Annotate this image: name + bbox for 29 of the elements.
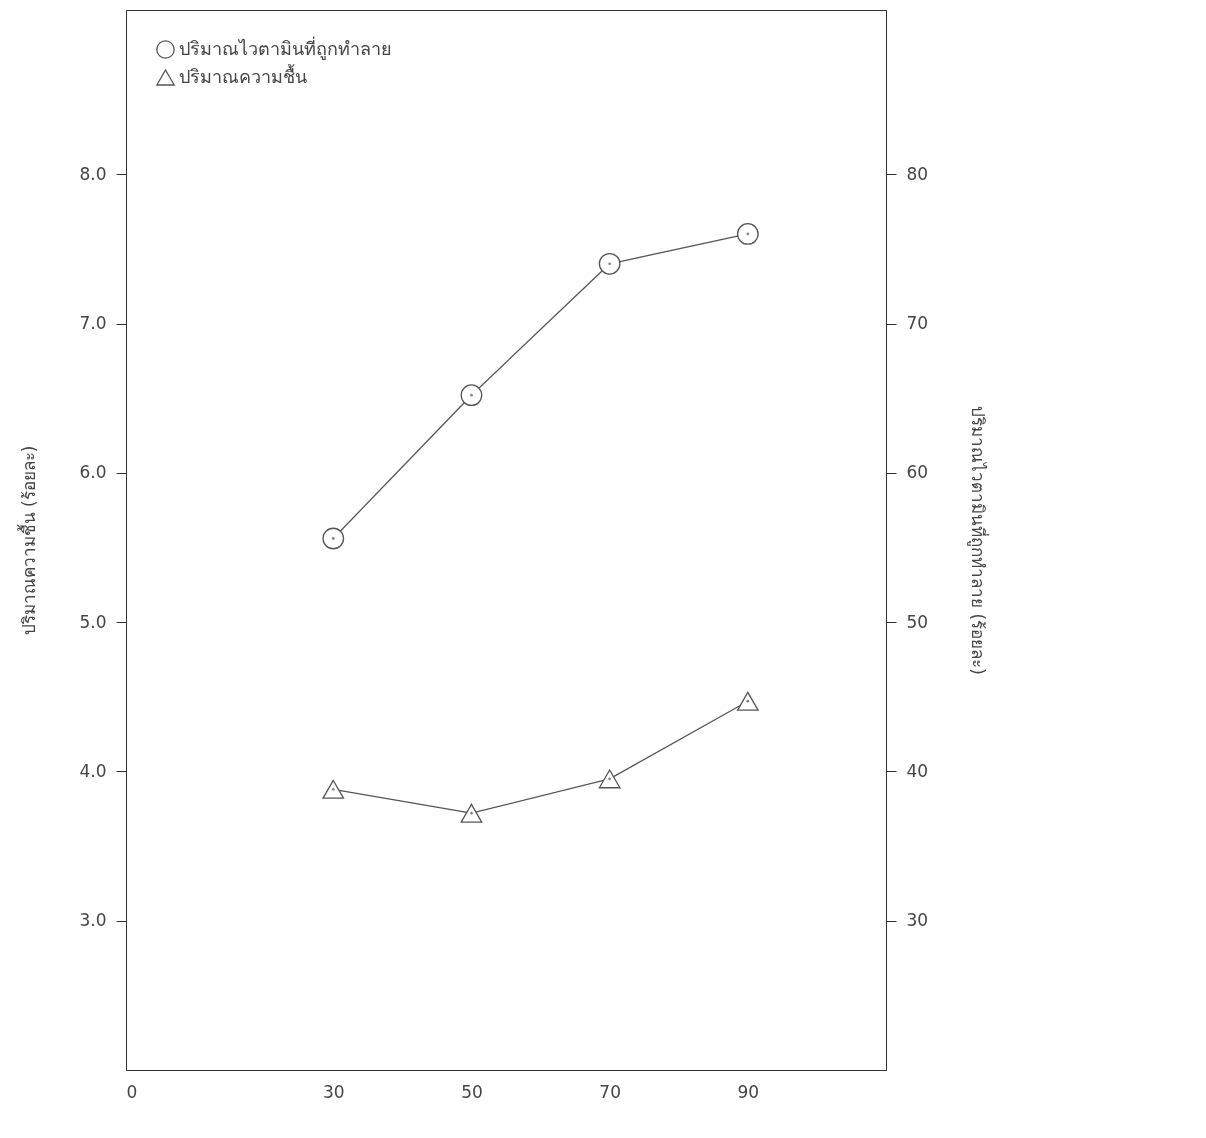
point: [460, 803, 483, 823]
y-tick-label: 3.0: [79, 910, 107, 931]
legend-label: ปริมาณความชื้น: [179, 63, 307, 87]
legend-label: ปริมาณไวตามินที่ถูกทำลาย: [179, 35, 392, 60]
y2-tick-label: 50: [906, 611, 929, 632]
y-tick-label: 8.0: [79, 163, 107, 184]
y2-tick-label: 30: [906, 910, 929, 931]
y-tick-label: 5.0: [79, 611, 107, 632]
y2-tick-label: 70: [906, 313, 929, 334]
x-tick-label: 0: [126, 1081, 138, 1102]
y2-tick-label: 60: [906, 462, 929, 483]
x-tick-label: 50: [461, 1081, 483, 1102]
point: [736, 223, 759, 245]
point: [322, 527, 345, 550]
point: [598, 252, 621, 275]
y2-tick-label: 40: [906, 760, 929, 781]
point: [460, 384, 483, 407]
point: [598, 769, 621, 789]
y-tick-label: 7.0: [79, 313, 107, 334]
y2-axis-title: ปริมาณไวตามินที่ถูกทำลาย (ร้อยละ): [967, 406, 991, 675]
y2-tick-label: 80: [906, 163, 929, 184]
point: [736, 691, 759, 711]
y-axis-title: ปริมาณความชื้น (ร้อยละ): [17, 445, 40, 636]
y-tick-label: 4.0: [79, 760, 107, 781]
x-tick-label: 90: [737, 1081, 760, 1102]
y-tick-label: 6.0: [79, 462, 107, 483]
point: [322, 779, 345, 799]
x-tick-label: 70: [599, 1081, 621, 1102]
x-tick-label: 30: [322, 1081, 345, 1102]
